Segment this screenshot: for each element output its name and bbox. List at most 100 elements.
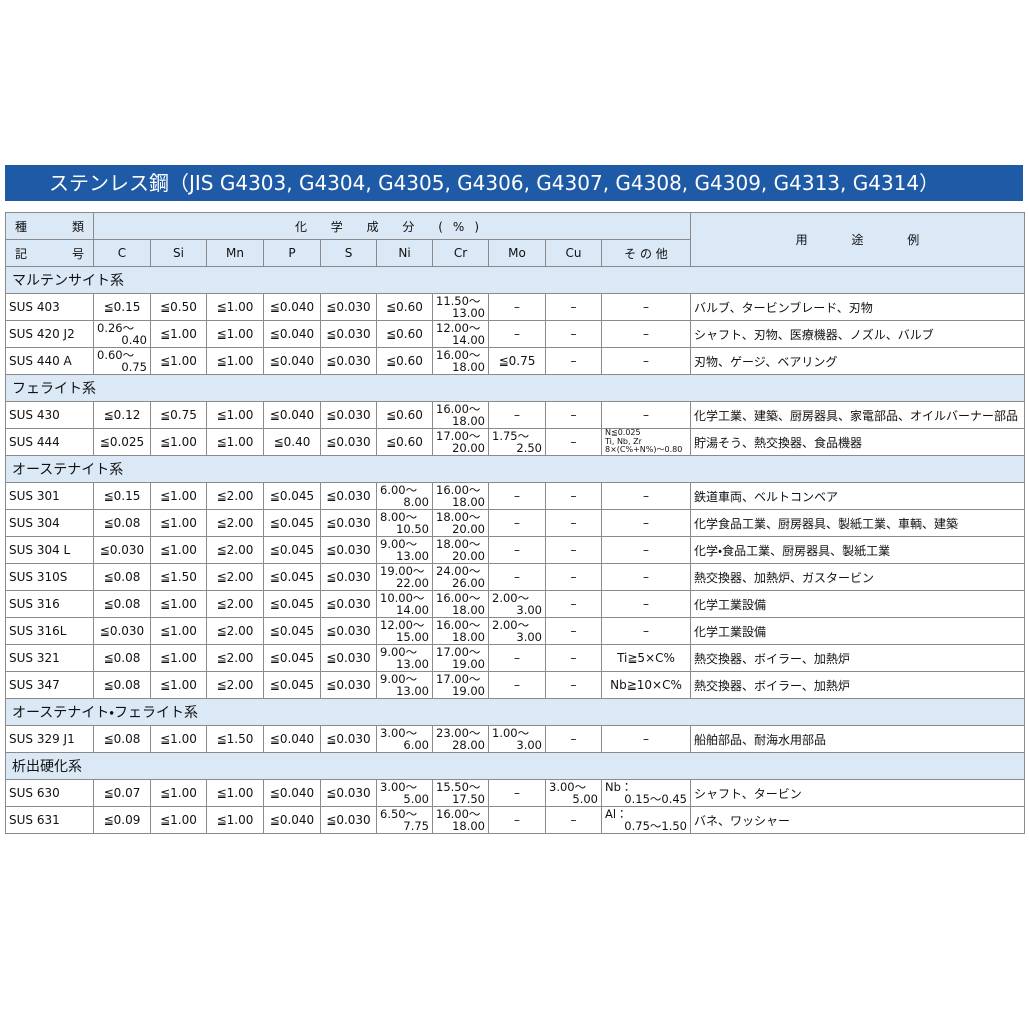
multi-line: 6.00〜 8.00 [380,484,429,508]
value-cell: 0.26〜 0.40 [93,320,151,348]
value-cell: – [545,563,602,591]
multi-line: 19.00〜 22.00 [380,565,429,589]
column-header: Si [150,239,207,267]
value-cell: 10.00〜 14.00 [376,590,433,618]
data-row: SUS 304 L ≦0.030 ≦1.00 ≦2.00 ≦0.045 ≦0.030 9.0… [5,536,1025,564]
multi-line: 10.00〜 14.00 [380,592,429,616]
value-line: 2.00〜 [492,618,530,632]
value-cell: – [601,347,691,375]
value-cell: Ti≧5×C% [601,644,691,672]
grade-cell: SUS 310S [5,563,94,591]
value-cell: ≦0.030 [320,293,377,321]
column-header: Ni [376,239,433,267]
data-row: SUS 403 ≦0.15 ≦0.50 ≦1.00 ≦0.040 ≦0.030 ≦0.60 1… [5,293,1025,321]
value-line: 16.00〜 [436,591,481,605]
multi-line: 18.00〜 20.00 [436,538,485,562]
value-cell: ≦1.00 [150,617,207,645]
value-line: 14.00 [396,603,429,617]
multi-line: 16.00〜 18.00 [436,619,485,643]
value-cell: ≦1.00 [150,536,207,564]
value-line: 6.00〜 [380,483,418,497]
value-cell: 9.00〜 13.00 [376,671,433,699]
grade-cell: SUS 444 [5,428,94,456]
value-cell: ≦0.030 [320,725,377,753]
value-cell: ≦0.030 [320,590,377,618]
value-line: 12.00〜 [436,321,481,335]
value-cell: ≦0.030 [320,671,377,699]
value-line: 1.00〜 [492,726,530,740]
value-cell: – [488,671,546,699]
column-header: Cu [545,239,602,267]
value-cell: ≦1.00 [206,806,264,834]
value-cell: ≦2.00 [206,617,264,645]
value-line: 15.50〜 [436,780,481,794]
value-line: 1.75〜 [492,429,530,443]
value-cell: ≦0.60 [376,320,433,348]
value-line: 0.60〜 [97,348,135,362]
value-line: 26.00 [452,576,485,590]
value-cell: ≦0.030 [320,428,377,456]
value-line: 12.00〜 [380,618,425,632]
value-line: 10.00〜 [380,591,425,605]
value-line: 8×(C%+N%)〜0.80 [605,445,683,455]
value-cell: ≦0.030 [320,779,377,807]
value-cell: ≦0.60 [376,293,433,321]
value-cell: ≦0.030 [320,347,377,375]
value-cell: ≦1.00 [150,428,207,456]
multi-line: 12.00〜 15.00 [380,619,429,643]
multi-line: 9.00〜 13.00 [380,673,429,697]
value-cell: ≦1.00 [150,590,207,618]
value-cell: 0.60〜 0.75 [93,347,151,375]
section-row: フェライト系 [5,374,1025,402]
value-line: Ti, Nb, Zr [605,436,642,446]
value-line: N≦0.025 [605,428,641,438]
column-header: C [93,239,151,267]
value-cell: 6.50〜 7.75 [376,806,433,834]
value-cell: ≦0.030 [93,617,151,645]
value-cell: ≦0.15 [93,482,151,510]
value-cell: – [488,536,546,564]
value-cell: ≦0.040 [263,347,321,375]
section-label: オーステナイト・フェライト系 [5,698,1025,726]
value-cell: 2.00〜 3.00 [488,617,546,645]
value-cell: ≦0.08 [93,671,151,699]
value-line: 0.75 [121,360,147,374]
column-header: Mo [488,239,546,267]
column-header: P [263,239,321,267]
value-cell: ≦0.60 [376,401,433,429]
value-cell: ≦0.045 [263,509,321,537]
value-cell: ≦0.08 [93,725,151,753]
value-cell: ≦0.030 [320,320,377,348]
value-cell: 15.50〜 17.50 [432,779,489,807]
value-cell: ≦0.045 [263,536,321,564]
multi-line: 16.00〜 18.00 [436,403,485,427]
value-line: 2.00〜 [492,591,530,605]
value-cell: Al： 0.75〜1.50 [601,806,691,834]
value-cell: ≦1.00 [150,725,207,753]
data-row: SUS 304 ≦0.08 ≦1.00 ≦2.00 ≦0.045 ≦0.030 8.00〜 1… [5,509,1025,537]
value-cell: – [545,347,602,375]
value-cell: ≦2.00 [206,644,264,672]
value-cell: 17.00〜 20.00 [432,428,489,456]
value-line: Nb： [605,780,633,794]
value-line: 15.00 [396,630,429,644]
data-row: SUS 347 ≦0.08 ≦1.00 ≦2.00 ≦0.045 ≦0.030 9.00〜 1… [5,671,1025,699]
value-cell: ≦0.030 [320,617,377,645]
usage-cell: 化学工業設備 [690,590,1025,618]
value-cell: – [488,806,546,834]
grade-cell: SUS 301 [5,482,94,510]
value-line: 0.26〜 [97,321,135,335]
value-line: 18.00 [452,630,485,644]
data-row: SUS 440 A 0.60〜 0.75 ≦1.00 ≦1.00 ≦0.040 ≦0.030… [5,347,1025,375]
value-line: 9.00〜 [380,645,418,659]
value-cell: ≦0.40 [263,428,321,456]
value-line: 16.00〜 [436,402,481,416]
value-line: 18.00 [452,495,485,509]
value-cell: ≦1.50 [206,725,264,753]
title-bar: ステンレス鋼（JIS G4303, G4304, G4305, G4306, G… [5,165,1023,201]
value-line: Al： [605,807,628,821]
value-cell: 16.00〜 18.00 [432,482,489,510]
column-header: Mn [206,239,264,267]
grade-cell: SUS 430 [5,401,94,429]
value-cell: N≦0.025 Ti, Nb, Zr 8×(C%+N%)〜0.80 [601,428,691,456]
